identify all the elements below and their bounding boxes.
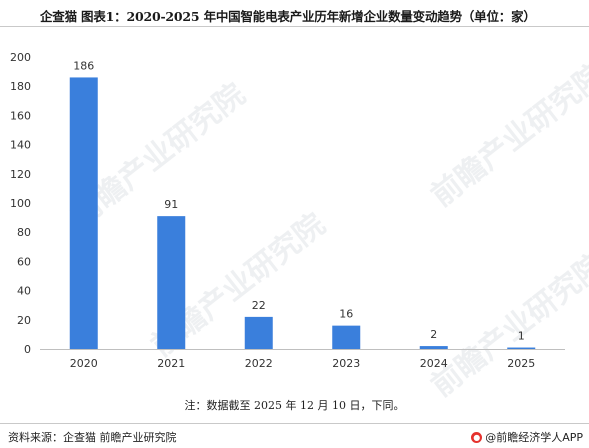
bar-value-label: 1 [518,330,525,343]
bar-value-label: 2 [430,328,437,341]
x-tick-label: 2022 [245,357,273,370]
x-tick-label: 2024 [420,357,448,370]
y-tick-label: 20 [17,314,31,327]
y-tick-label: 40 [17,285,31,298]
y-tick-label: 100 [10,197,31,210]
qianzhan-logo-icon: ● [471,431,483,443]
chart-title: 企查猫 图表1：2020-2025 年中国智能电表产业历年新增企业数量变动趋势（… [40,9,536,24]
brand-credit: ● @前瞻经济学人APP [471,429,583,445]
source-text: 资料来源：企查猫 前瞻产业研究院 [8,431,177,444]
x-tick-label: 2023 [332,357,360,370]
x-tick-label: 2021 [157,357,185,370]
bar [507,347,536,349]
title-divider [0,26,589,27]
y-tick-label: 120 [10,168,31,181]
y-tick-label: 200 [10,51,31,64]
brand-text: @前瞻经济学人APP [485,431,583,444]
bar-value-label: 91 [164,198,178,211]
bar-value-label: 22 [252,299,266,312]
y-tick-label: 0 [24,343,31,356]
x-tick-label: 2025 [507,357,535,370]
x-tick-label: 2020 [70,357,98,370]
footer-divider [0,423,589,424]
y-tick-label: 160 [10,109,31,122]
bar [332,325,361,349]
bar-value-label: 186 [73,59,94,72]
bar [157,216,186,349]
y-tick-label: 140 [10,139,31,152]
y-tick-label: 80 [17,226,31,239]
y-tick-label: 180 [10,80,31,93]
bar [244,316,273,349]
y-tick-label: 60 [17,255,31,268]
bar [419,346,448,349]
bar-value-label: 16 [339,308,353,321]
bar [69,77,98,349]
footnote: 注：数据截至 2025 年 12 月 10 日，下同。 [184,399,405,412]
